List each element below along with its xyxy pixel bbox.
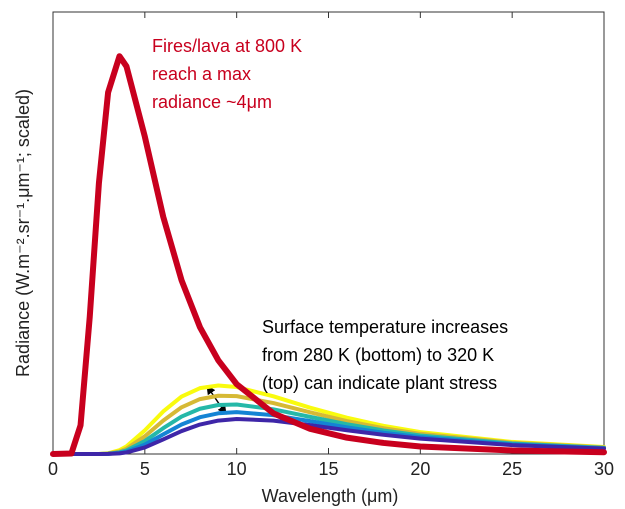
x-axis-label: Wavelength (μm) [262,486,399,506]
data-line [50,53,607,457]
x-tick-label: 30 [594,459,614,479]
annotation: from 280 K (bottom) to 320 K [262,345,494,365]
annotation: Surface temperature increases [262,317,508,337]
data-line [51,416,606,456]
annotation: (top) can indicate plant stress [262,373,497,393]
x-tick-label: 25 [502,459,522,479]
x-tick-label: 0 [48,459,58,479]
y-axis-label: Radiance (W.m⁻².sr⁻¹.μm⁻¹; scaled) [13,89,33,377]
annotation: reach a max [152,64,251,84]
x-tick-label: 20 [410,459,430,479]
x-tick-label: 10 [227,459,247,479]
arrow [206,385,227,415]
x-tick-label: 5 [140,459,150,479]
annotation: radiance ~4μm [152,92,272,112]
x-tick-label: 15 [318,459,338,479]
annotation: Fires/lava at 800 K [152,36,302,56]
